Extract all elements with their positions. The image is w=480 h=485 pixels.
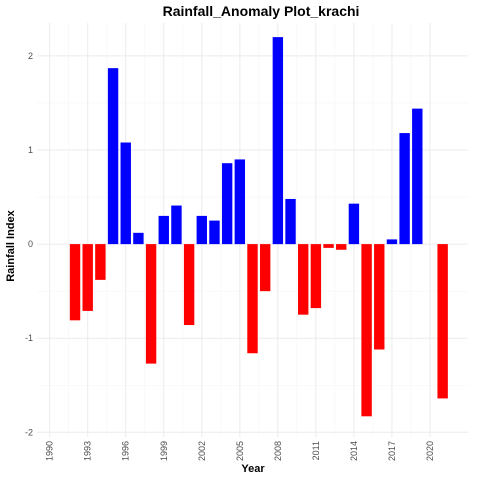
bar-2007 [259, 244, 271, 292]
bar-2017 [386, 239, 398, 245]
bar-1992 [69, 244, 81, 321]
bar-2010 [298, 244, 309, 315]
bar-1999 [158, 215, 169, 245]
x-axis-ticks: 1990 1993 1996 1999 2002 2005 2008 2011 2014 2017… [45, 441, 435, 461]
x-tick-label: 1990 [45, 441, 55, 461]
bar-2014 [348, 203, 360, 245]
y-tick-label: 1 [28, 145, 33, 155]
bar-2021 [437, 244, 448, 399]
bar-2018 [399, 133, 410, 245]
x-axis-title: Year [241, 463, 265, 475]
bar-2016 [374, 244, 385, 350]
x-tick-label: 2002 [197, 441, 207, 461]
bars [69, 37, 448, 417]
bar-2004 [221, 163, 233, 245]
x-tick-label: 2017 [387, 441, 397, 461]
x-tick-label: 2014 [349, 441, 359, 461]
y-axis-ticks: -2 -1 0 1 2 [25, 51, 33, 437]
bar-2015 [361, 244, 372, 417]
bar-2003 [209, 220, 220, 245]
y-tick-label: 2 [28, 51, 33, 61]
bar-2001 [183, 244, 195, 326]
bar-1995 [107, 68, 119, 245]
bar-1997 [133, 232, 144, 245]
x-tick-label: 1999 [159, 441, 169, 461]
bar-2000 [171, 205, 182, 245]
x-tick-label: 2005 [235, 441, 245, 461]
chart-title: Rainfall_Anomaly Plot_krachi [163, 3, 360, 19]
bar-1994 [95, 244, 106, 280]
bar-1993 [82, 244, 93, 311]
y-tick-label: -1 [25, 333, 33, 343]
x-tick-label: 1996 [121, 441, 131, 461]
x-tick-label: 2020 [425, 441, 435, 461]
y-axis-title: Rainfall Index [5, 209, 17, 281]
bar-2008 [272, 37, 284, 245]
bar-2009 [285, 198, 296, 245]
bar-2019 [412, 108, 423, 245]
y-tick-label: 0 [28, 239, 33, 249]
bar-1998 [145, 244, 157, 364]
bar-1996 [120, 142, 131, 245]
bar-2011 [310, 244, 322, 309]
bar-2002 [196, 215, 207, 245]
y-tick-label: -2 [25, 427, 33, 437]
bar-2006 [247, 244, 258, 354]
bar-2013 [336, 244, 347, 250]
bar-2012 [323, 244, 334, 248]
x-tick-label: 2008 [273, 441, 283, 461]
x-tick-label: 1993 [83, 441, 93, 461]
bar-2005 [234, 159, 246, 245]
x-tick-label: 2011 [311, 441, 321, 460]
